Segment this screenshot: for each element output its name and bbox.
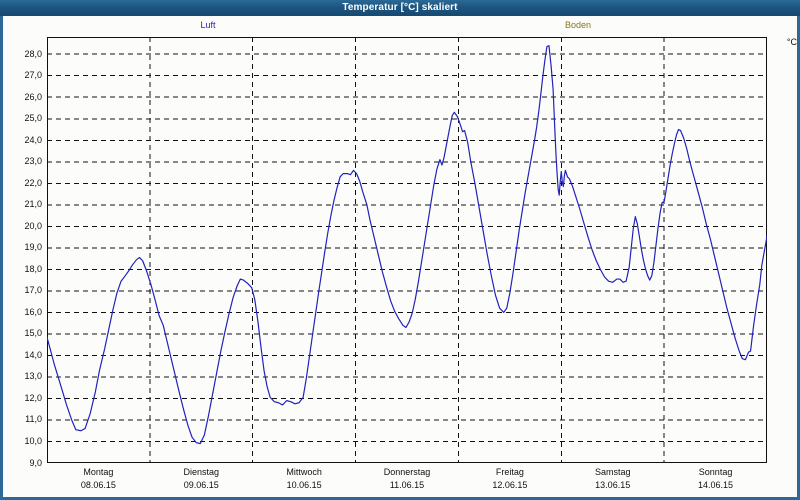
window-title: Temperatur [°C] skaliert: [342, 2, 458, 13]
y-axis-tick-label: 17,0: [24, 285, 42, 296]
y-axis-tick-label: 12,0: [24, 392, 42, 403]
y-axis-tick-label: 24,0: [24, 134, 42, 145]
x-axis-tick-samstag: Samstag 13.06.15: [568, 466, 658, 492]
y-axis-tick-label: 28,0: [24, 48, 42, 59]
y-axis-tick-label: 22,0: [24, 177, 42, 188]
y-axis-tick-label: 13,0: [24, 371, 42, 382]
x-axis-day-label: Samstag: [594, 467, 631, 477]
x-axis-labels: Montag 08.06.15 Dienstag 09.06.15 Mittwoch 10…: [0, 466, 800, 498]
x-axis-day-label: Montag: [83, 467, 114, 477]
y-axis-tick-label: 15,0: [24, 328, 42, 339]
y-axis-labels: 28,0 27,0 26,0 25,0 24,0 23,0 22,0 21,0 20,0 19,0…: [0, 0, 45, 500]
x-axis-tick-mittwoch: Mittwoch 10.06.15: [259, 466, 349, 492]
y-axis-tick-label: 9,0: [29, 457, 42, 468]
legend-item-luft: Luft: [178, 18, 238, 32]
y-axis-tick-label: 11,0: [25, 414, 42, 425]
x-axis-tick-freitag: Freitag 12.06.15: [465, 466, 555, 492]
x-axis-day-label: Mittwoch: [286, 467, 322, 477]
legend-label-boden: Boden: [564, 20, 592, 30]
window-titlebar: Temperatur [°C] skaliert: [0, 0, 800, 17]
y-axis-tick-label: 18,0: [24, 263, 42, 274]
x-axis-day-label: Sonntag: [698, 467, 733, 477]
x-axis-day-label: Freitag: [495, 467, 524, 477]
y-axis-tick-label: 20,0: [24, 220, 42, 231]
legend-label-luft: Luft: [200, 20, 216, 30]
y-axis-tick-label: 16,0: [24, 306, 42, 317]
x-axis-day-label: Dienstag: [183, 467, 220, 477]
chart-legend: Luft Boden: [0, 18, 800, 32]
x-axis-date-label: 14.06.15: [698, 480, 734, 490]
y-axis-tick-label: 27,0: [24, 70, 42, 81]
data-series-layer: [47, 45, 767, 445]
y-axis-tick-label: 23,0: [24, 156, 42, 167]
vertical-day-gridlines: [149, 37, 665, 463]
y-axis-unit: °C: [786, 37, 797, 47]
x-axis-date-label: 08.06.15: [80, 480, 116, 490]
y-axis-tick-label: 25,0: [24, 113, 42, 124]
x-axis-date-label: 13.06.15: [595, 480, 631, 490]
plot-canvas: [47, 37, 767, 463]
x-axis-tick-sonntag: Sonntag 14.06.15: [671, 466, 761, 492]
x-axis-date-label: 11.06.15: [389, 480, 425, 490]
series-line-luft: [47, 45, 767, 445]
plot-frame: [47, 37, 767, 463]
x-axis-tick-donnerstag: Donnerstag 11.06.15: [362, 466, 452, 492]
y-axis-tick-label: 14,0: [24, 349, 42, 360]
x-axis-date-label: 12.06.15: [492, 480, 528, 490]
y-axis-tick-label: 26,0: [24, 91, 42, 102]
x-axis-tick-dienstag: Dienstag 09.06.15: [156, 466, 246, 492]
x-axis-date-label: 10.06.15: [286, 480, 322, 490]
x-axis-date-label: 09.06.15: [183, 480, 219, 490]
x-axis-tick-montag: Montag 08.06.15: [53, 466, 143, 492]
y-axis-tick-label: 19,0: [24, 242, 42, 253]
y-axis-tick-label: 21,0: [24, 199, 42, 210]
plot-area: [47, 37, 767, 463]
horizontal-gridlines: [47, 53, 767, 463]
legend-item-boden: Boden: [548, 18, 608, 32]
x-axis-day-label: Donnerstag: [383, 467, 431, 477]
y-axis-tick-label: 10,0: [24, 435, 42, 446]
